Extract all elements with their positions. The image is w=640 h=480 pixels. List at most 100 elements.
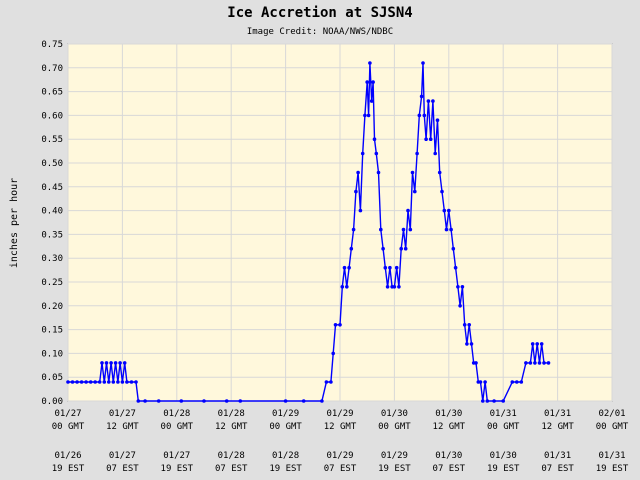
data-point [383,265,388,270]
data-point [351,227,356,232]
x-tick-label-est: 01/29 07 EST [324,451,357,474]
data-point [347,265,351,270]
data-point [392,285,397,289]
data-point [338,323,342,327]
x-tick-label-gmt: 01/28 00 GMT [161,409,194,432]
data-point [478,380,483,384]
data-point [366,113,371,118]
data-point [460,285,465,289]
data-point [376,170,381,175]
data-point [331,351,336,356]
data-point [385,285,390,289]
x-tick-label-est: 01/30 19 EST [487,451,520,474]
y-tick-label: 0.75 [41,40,63,50]
y-tick-label: 0.30 [41,254,63,264]
data-point [406,208,410,213]
data-point [492,399,496,403]
data-point [397,285,401,289]
data-point [533,361,537,365]
data-point [342,265,347,270]
data-series [66,61,551,403]
y-tick-label: 0.10 [41,349,63,359]
y-tick-label: 0.00 [41,397,63,407]
data-point [202,399,206,403]
x-tick-label-est: 01/28 07 EST [215,451,248,474]
y-tick-label: 0.65 [41,88,63,98]
x-tick-label-gmt: 01/27 12 GMT [106,409,139,432]
y-tick-label: 0.70 [41,64,63,74]
data-point [333,323,338,327]
x-tick-label-est: 01/28 19 EST [269,451,302,474]
data-point [403,246,408,251]
data-point [469,342,474,346]
data-point [542,361,546,365]
chart-subtitle: Image Credit: NOAA/NWS/NDBC [247,27,393,37]
data-point [546,361,551,365]
y-tick-label: 0.15 [41,326,63,336]
x-tick-label-est: 01/26 19 EST [52,451,85,474]
data-point [458,304,462,308]
data-point [424,137,428,141]
data-point [320,399,324,403]
data-point [449,227,453,232]
data-point [113,361,118,365]
data-point [422,113,427,118]
data-point [283,399,288,403]
data-point [465,342,469,346]
y-tick-label: 0.55 [41,135,63,145]
x-tick-label-gmt: 02/01 00 GMT [596,409,629,432]
y-tick-label: 0.50 [41,159,63,169]
data-point [462,323,467,327]
data-point [368,61,372,65]
data-point [421,61,425,65]
data-point [354,189,358,194]
data-point [394,265,399,270]
data-point [75,380,79,384]
data-point [107,380,111,384]
data-point [374,151,379,156]
data-point [120,380,125,384]
data-point [371,80,375,84]
data-point [349,246,354,251]
data-point [363,113,367,118]
data-point [238,399,243,403]
data-point [143,399,147,403]
data-point [369,99,374,103]
y-tick-label: 0.45 [41,183,63,193]
data-point [510,380,515,384]
data-point [483,380,487,384]
data-point [456,285,460,289]
data-point [537,361,542,365]
data-point [426,99,431,103]
x-tick-label-gmt: 01/29 12 GMT [324,409,357,432]
data-point [118,361,122,365]
data-point [379,227,383,232]
x-tick-label-est: 01/30 07 EST [433,451,466,474]
data-point [485,399,490,403]
data-point [116,380,120,384]
x-tick-label-gmt: 01/30 12 GMT [433,409,466,432]
data-point [360,151,365,156]
y-tick-label: 0.20 [41,302,63,312]
data-point [453,265,458,270]
data-point [66,380,70,384]
x-tick-label-est: 01/29 19 EST [378,451,411,474]
data-point [442,208,447,213]
data-point [100,361,104,365]
data-point [431,99,435,103]
y-tick-label: 0.60 [41,111,63,121]
x-tick-label-est: 01/27 19 EST [161,451,194,474]
data-point [539,342,544,346]
data-point [102,380,107,384]
data-point [440,189,444,194]
x-tick-label-gmt: 01/31 00 GMT [487,409,520,432]
x-axis: 01/27 00 GMT 01/26 19 EST 01/27 12 GMT 01/27 07… [52,409,629,474]
data-point [435,118,440,122]
data-point [134,380,138,384]
data-point [401,227,406,232]
data-point [70,380,75,384]
data-point [356,170,360,175]
y-axis-label: inches per hour [9,178,20,268]
data-point [388,265,392,270]
